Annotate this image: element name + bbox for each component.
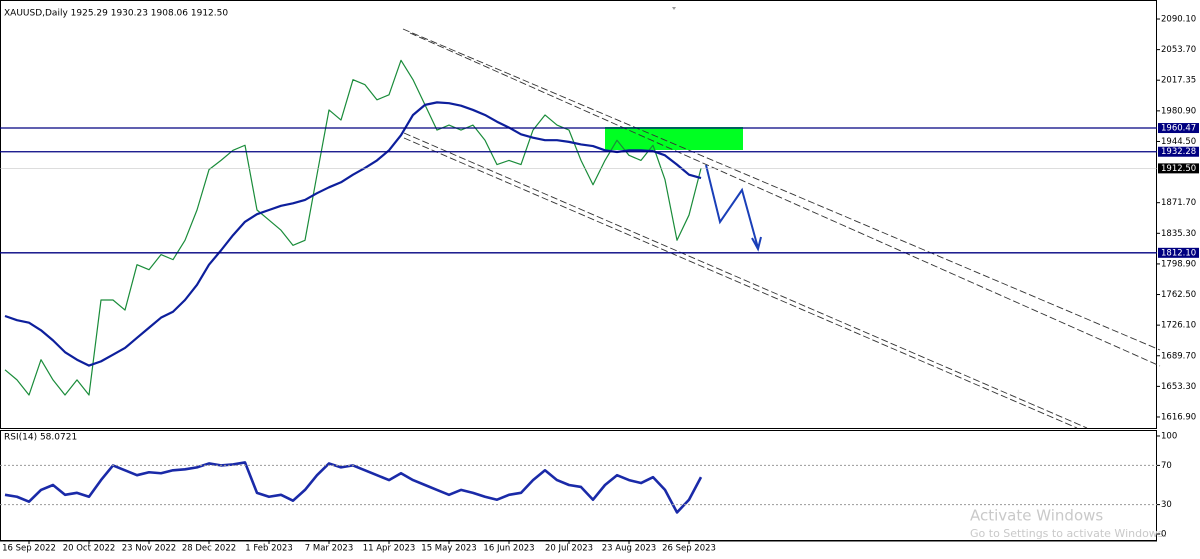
y-tick-label: 0 [1161, 530, 1166, 540]
x-tick-label: 26 Sep 2023 [662, 544, 716, 554]
level-label-box [1158, 146, 1199, 157]
projection-arrow [705, 164, 762, 252]
y-tick-label: 100 [1161, 431, 1177, 441]
x-tick-label: 1 Feb 2023 [245, 544, 293, 554]
main-pane [0, 0, 1157, 429]
y-tick-label: 1944.50 [1161, 137, 1196, 147]
x-tick-label: 15 May 2023 [421, 544, 476, 554]
scroll-marker [672, 7, 676, 10]
x-tick-label: 20 Oct 2022 [63, 544, 116, 554]
y-tick-label: 1726.10 [1161, 321, 1196, 331]
y-tick-label: 1835.30 [1161, 229, 1196, 239]
level-label: 1812.10 [1161, 248, 1196, 258]
x-tick-label: 16 Sep 2022 [2, 544, 56, 554]
series-line [4, 101, 702, 367]
x-tick-label: 23 Aug 2023 [602, 544, 656, 554]
zone-box [605, 127, 743, 150]
y-tick-label: 1616.90 [1161, 412, 1196, 422]
watermark: Go to Settings to activate Windows. [970, 527, 1167, 540]
x-tick-label: 28 Dec 2022 [182, 544, 236, 554]
y-tick-label: 2090.10 [1161, 15, 1196, 25]
x-tick-label: 7 Mar 2023 [305, 544, 353, 554]
channel [402, 28, 1161, 429]
x-tick-label: 16 Jun 2023 [483, 544, 534, 554]
last-price-box [1158, 163, 1199, 174]
level-label-box [1158, 123, 1199, 134]
last-price-label: 1912.50 [1161, 164, 1196, 174]
level-label: 1960.47 [1161, 124, 1196, 134]
watermark: Activate Windows [970, 507, 1103, 525]
rsi-header: RSI(14) 58.0721 [4, 433, 77, 443]
y-tick-label: 1762.50 [1161, 290, 1196, 300]
channel-line [403, 132, 1088, 429]
y-tick-label: 2017.35 [1161, 76, 1196, 86]
level-label: 1932.28 [1161, 147, 1196, 157]
x-tick-label: 20 Jul 2023 [545, 544, 593, 554]
y-tick-label: 1798.90 [1161, 259, 1196, 269]
symbol-header: XAUUSD,Daily 1925.29 1930.23 1908.06 191… [4, 9, 228, 19]
channel-line [402, 28, 1161, 351]
y-tick-label: 70 [1161, 461, 1172, 471]
level-label-box [1158, 247, 1199, 258]
y-tick-label: 1871.70 [1161, 198, 1196, 208]
x-tick-label: 23 Nov 2022 [122, 544, 176, 554]
y-tick-label: 1980.90 [1161, 106, 1196, 116]
y-tick-label: 30 [1161, 500, 1172, 510]
x-tick-label: 11 Apr 2023 [363, 544, 416, 554]
y-tick-label: 1689.70 [1161, 351, 1196, 361]
channel-line [403, 137, 1078, 429]
y-tick-label: 2053.70 [1161, 45, 1196, 55]
channel-line [409, 32, 1161, 367]
y-tick-label: 1653.30 [1161, 382, 1196, 392]
